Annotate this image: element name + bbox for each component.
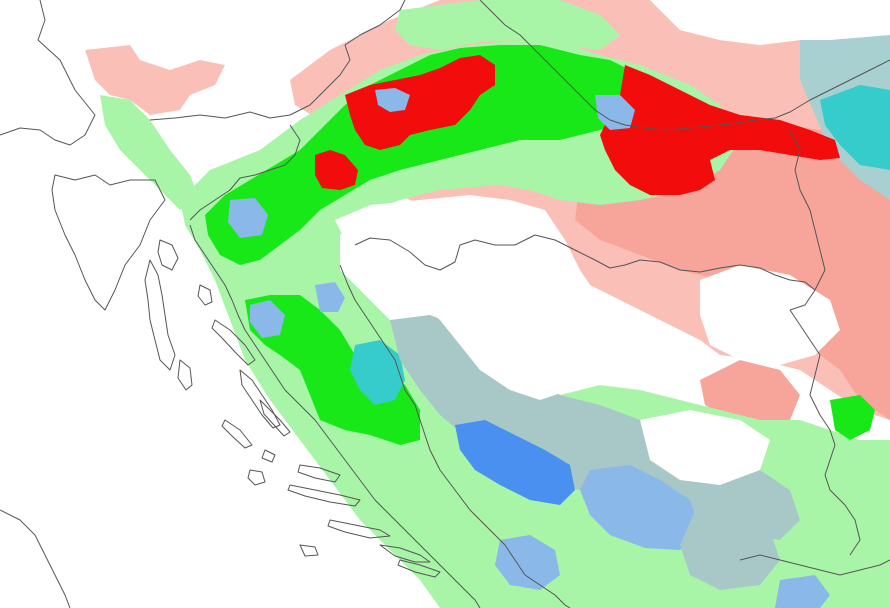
coastline-south: [0, 509, 71, 608]
island-lošinj: [177, 359, 193, 391]
light-blue-pocket-3: [228, 198, 268, 238]
teal-field: [800, 30, 890, 200]
border-northwest: [0, 0, 96, 146]
island-brac: [297, 464, 341, 483]
green-arc: [205, 45, 660, 265]
cyan-region-ne: [820, 85, 890, 170]
island-cres: [144, 259, 176, 371]
island-dugi-otok: [239, 369, 281, 429]
island-rab: [197, 284, 213, 306]
island-krk: [157, 239, 179, 271]
light-blue-south: [495, 535, 560, 590]
island-peljesac: [379, 544, 431, 563]
light-blue-pocket-5: [315, 282, 345, 312]
dry-region-se: [640, 410, 770, 485]
border-south: [739, 554, 890, 576]
red-core-east: [600, 65, 840, 195]
border-sava: [354, 234, 816, 311]
dry-region-center: [335, 195, 660, 400]
border-croatia-bosnia: [339, 264, 526, 576]
light-blue-pocket-4: [250, 300, 285, 338]
light-blue-fringe-east: [775, 575, 830, 608]
island-hvar: [287, 484, 361, 507]
border-croatia-north: [189, 124, 301, 221]
dry-region-ne: [650, 0, 890, 45]
border-drava: [479, 0, 890, 131]
light-blue-pocket-1: [375, 88, 410, 112]
island-kornati: [259, 399, 291, 437]
island-mljet: [397, 559, 441, 578]
green-east: [830, 395, 875, 440]
border-slovenia: [149, 0, 406, 121]
border-montenegro: [524, 574, 571, 608]
salmon-patch-nw: [85, 45, 225, 115]
light-green-north: [395, 0, 620, 50]
border-danube-east: [789, 129, 826, 291]
gray-blue-se: [680, 500, 780, 590]
light-blue-pocket-2: [595, 95, 635, 130]
red-core-west: [345, 55, 495, 150]
dry-region-east: [700, 265, 840, 365]
island-small-1: [261, 449, 276, 463]
island-ugljan: [221, 419, 253, 449]
border-bosnia-serbia: [789, 309, 861, 556]
blue-core-inland: [455, 420, 575, 505]
cyan-pocket-coastal: [350, 340, 405, 405]
red-field: [315, 55, 840, 195]
dry-field: [335, 0, 890, 485]
island-korcula: [327, 519, 391, 539]
island-lastovo: [299, 544, 319, 557]
border-istria: [51, 174, 166, 311]
green-coastal: [245, 295, 420, 445]
island-pag: [211, 319, 256, 366]
green-field: [205, 45, 875, 445]
island-vis: [247, 469, 266, 486]
coastline-croatia: [189, 224, 481, 608]
red-core-sw: [315, 150, 358, 190]
light-blue-inland: [580, 465, 700, 550]
light-green-west: [100, 95, 200, 210]
